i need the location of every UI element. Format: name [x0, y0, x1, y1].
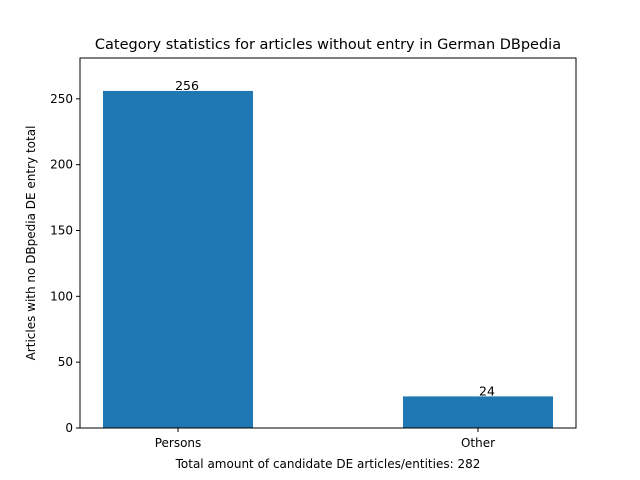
- y-tick-label-50: 50: [58, 355, 73, 369]
- y-tick-label-100: 100: [50, 289, 73, 303]
- bar-other: [403, 396, 553, 428]
- x-tick-label-persons: Persons: [155, 436, 202, 450]
- y-axis-ticks: 0 50 100 150 200 250: [50, 92, 80, 435]
- plot-frame: [79, 57, 577, 429]
- y-tick-label-200: 200: [50, 158, 73, 172]
- bars-layer: [103, 90, 553, 428]
- x-axis-label: Total amount of candidate DE articles/en…: [175, 457, 481, 471]
- data-label-other: 24: [479, 383, 495, 398]
- y-tick-label-0: 0: [65, 421, 73, 435]
- bar-persons: [103, 90, 253, 428]
- chart-title: Category statistics for articles without…: [95, 37, 561, 53]
- x-tick-label-other: Other: [461, 436, 495, 450]
- y-axis-label: Articles with no DBpedia DE entry total: [24, 126, 38, 361]
- y-tick-label-150: 150: [50, 223, 73, 237]
- data-label-persons: 256: [175, 78, 199, 93]
- data-labels-layer: 256 24: [175, 78, 495, 398]
- y-tick-label-250: 250: [50, 92, 73, 106]
- x-axis-ticks: Persons Other: [155, 428, 495, 450]
